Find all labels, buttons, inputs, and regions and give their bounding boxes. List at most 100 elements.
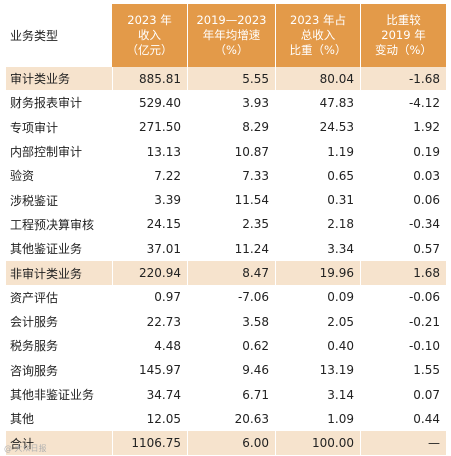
cell-share-change: — [360, 431, 446, 455]
table-row: 其他非鉴证业务 34.74 6.71 3.14 0.07 [6, 382, 446, 408]
cell-revenue: 529.40 [112, 91, 187, 115]
cell-share: 0.09 [275, 285, 360, 309]
cell-growth: 5.55 [187, 67, 275, 91]
cell-share-change: 1.68 [360, 261, 446, 285]
table-body: 审计类业务 885.81 5.55 80.04 -1.68 财务报表审计 529.40 3.9… [6, 67, 446, 456]
cell-revenue: 1106.75 [112, 431, 187, 455]
cell-revenue: 13.13 [112, 139, 187, 164]
row-label: 涉税鉴证 [6, 188, 112, 212]
row-label: 工程预决算审核 [6, 212, 112, 237]
table-row: 内部控制审计 13.13 10.87 1.19 0.19 [6, 139, 446, 165]
cell-growth: 3.93 [187, 91, 275, 115]
table-row: 资产评估 0.97 -7.06 0.09 -0.06 [6, 285, 446, 310]
header-growth-rate: 2019—2023 年年均增速 （%） [187, 4, 275, 67]
row-label: 税务服务 [6, 334, 112, 358]
table-row: 其他 12.05 20.63 1.09 0.44 [6, 407, 446, 432]
cell-share-change: -4.12 [360, 91, 446, 115]
cell-growth: 6.71 [187, 382, 275, 407]
row-label: 其他非鉴证业务 [6, 382, 112, 407]
cell-share-change: 1.55 [360, 358, 446, 382]
header-business-type: 业务类型 [6, 4, 112, 67]
cell-share: 1.09 [275, 407, 360, 431]
cell-share-change: 0.06 [360, 188, 446, 212]
cell-revenue: 7.22 [112, 164, 187, 188]
cell-share-change: -0.06 [360, 285, 446, 309]
cell-revenue: 22.73 [112, 309, 187, 334]
cell-share: 19.96 [275, 261, 360, 285]
header-share-change: 比重较 2019 年 变动（%） [360, 4, 446, 67]
cell-growth: 20.63 [187, 407, 275, 431]
row-label: 咨询服务 [6, 358, 112, 382]
cell-growth: 7.33 [187, 164, 275, 188]
cell-share: 47.83 [275, 91, 360, 115]
cell-share-change: -0.10 [360, 334, 446, 358]
row-label: 验资 [6, 164, 112, 188]
cell-share: 1.19 [275, 139, 360, 164]
cell-growth: -7.06 [187, 285, 275, 309]
cell-revenue: 4.48 [112, 334, 187, 358]
row-label: 内部控制审计 [6, 139, 112, 164]
row-label: 其他鉴证业务 [6, 237, 112, 261]
row-label: 财务报表审计 [6, 91, 112, 115]
row-label: 合计 [10, 436, 35, 451]
cell-revenue: 34.74 [112, 382, 187, 407]
cell-share-change: -1.68 [360, 67, 446, 91]
cell-share: 13.19 [275, 358, 360, 382]
cell-share: 0.40 [275, 334, 360, 358]
cell-growth: 8.47 [187, 261, 275, 285]
table-row: 非审计类业务 220.94 8.47 19.96 1.68 [6, 261, 446, 286]
cell-share-change: 0.57 [360, 237, 446, 261]
cell-share: 3.14 [275, 382, 360, 407]
cell-growth: 10.87 [187, 139, 275, 164]
row-label: 资产评估 [6, 285, 112, 309]
cell-share-change: -0.21 [360, 309, 446, 334]
table-row: 审计类业务 885.81 5.55 80.04 -1.68 [6, 67, 446, 92]
cell-share: 0.31 [275, 188, 360, 212]
row-label: 审计类业务 [6, 67, 112, 91]
cell-share: 2.18 [275, 212, 360, 237]
table-row: 验资 7.22 7.33 0.65 0.03 [6, 164, 446, 189]
row-label: 会计服务 [6, 309, 112, 334]
table-row: 其他鉴证业务 37.01 11.24 3.34 0.57 [6, 237, 446, 262]
cell-revenue: 885.81 [112, 67, 187, 91]
cell-revenue: 220.94 [112, 261, 187, 285]
cell-growth: 11.24 [187, 237, 275, 261]
cell-growth: 11.54 [187, 188, 275, 212]
cell-revenue: 24.15 [112, 212, 187, 237]
cell-share-change: 0.19 [360, 139, 446, 164]
cell-share-change: 0.07 [360, 382, 446, 407]
cell-share: 100.00 [275, 431, 360, 455]
row-label: 其他 [6, 407, 112, 431]
row-label: 专项审计 [6, 115, 112, 139]
header-share-2023: 2023 年占 总收入 比重（%） [275, 4, 360, 67]
cell-share: 2.05 [275, 309, 360, 334]
cell-growth: 9.46 [187, 358, 275, 382]
cell-growth: 2.35 [187, 212, 275, 237]
header-revenue-2023: 2023 年 收入 （亿元） [112, 4, 187, 67]
cell-revenue: 37.01 [112, 237, 187, 261]
cell-share: 3.34 [275, 237, 360, 261]
cell-share: 80.04 [275, 67, 360, 91]
cell-revenue: 12.05 [112, 407, 187, 431]
table-row: 专项审计 271.50 8.29 24.53 1.92 [6, 115, 446, 140]
table-header: 业务类型 2023 年 收入 （亿元） 2019—2023 年年均增速 （%） … [6, 4, 446, 67]
cell-share-change: -0.34 [360, 212, 446, 237]
cell-revenue: 0.97 [112, 285, 187, 309]
cell-share: 24.53 [275, 115, 360, 139]
data-table: 业务类型 2023 年 收入 （亿元） 2019—2023 年年均增速 （%） … [6, 4, 446, 456]
cell-growth: 8.29 [187, 115, 275, 139]
table-row: 财务报表审计 529.40 3.93 47.83 -4.12 [6, 91, 446, 116]
row-label: 非审计类业务 [6, 261, 112, 285]
table-row: 涉税鉴证 3.39 11.54 0.31 0.06 [6, 188, 446, 213]
table-row: 合计 1106.75 6.00 100.00— [6, 431, 446, 456]
watermark: @ 大众日报 [4, 444, 47, 453]
cell-share-change: 1.92 [360, 115, 446, 139]
cell-growth: 0.62 [187, 334, 275, 358]
cell-growth: 6.00 [187, 431, 275, 455]
table-row: 咨询服务 145.97 9.46 13.19 1.55 [6, 358, 446, 383]
cell-growth: 3.58 [187, 309, 275, 334]
cell-share-change: 0.03 [360, 164, 446, 188]
table-row: 工程预决算审核 24.15 2.35 2.18 -0.34 [6, 212, 446, 238]
cell-share-change: 0.44 [360, 407, 446, 431]
cell-revenue: 145.97 [112, 358, 187, 382]
